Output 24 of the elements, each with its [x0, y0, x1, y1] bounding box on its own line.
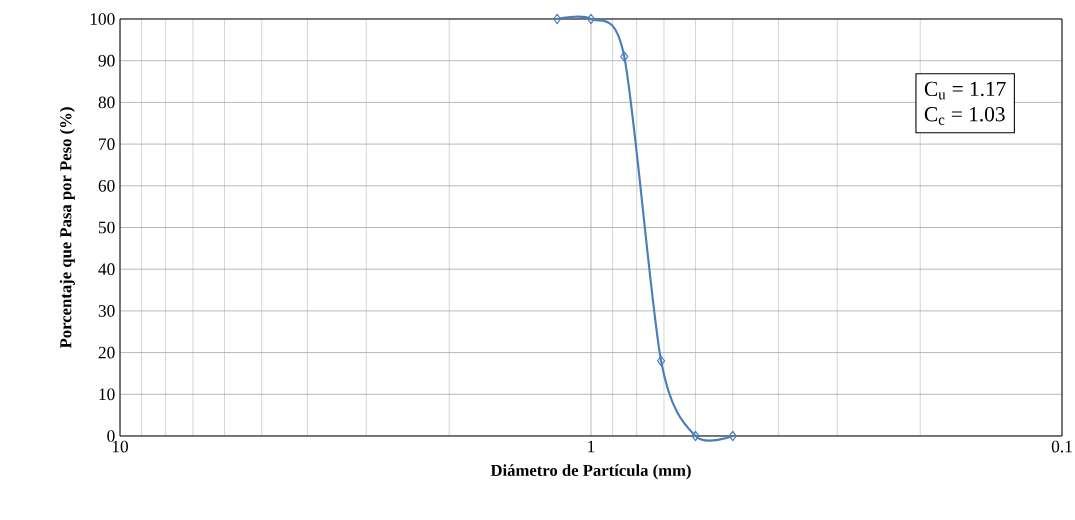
y-tick-label: 10 [99, 388, 115, 401]
annotation: C$_{c}$ = 1.03 [924, 107, 1005, 125]
point [586, 13, 596, 25]
y-tick-label: 60 [98, 179, 115, 192]
y-tick-label: 100 [90, 13, 115, 25]
y-tick-label: 70 [99, 138, 115, 150]
y-tick-label: 80 [98, 96, 115, 109]
y-tick-label: 0 [107, 430, 115, 442]
x-axis-title: Diámetro de Partícula (mm) [490, 464, 691, 480]
point [620, 51, 629, 62]
y-tick-label: 90 [98, 54, 115, 67]
annotation: C$_{u}$ = 1.17 [924, 81, 1006, 100]
point [728, 430, 737, 442]
y-tick-label: 50 [98, 221, 115, 234]
x-tick-label: 10 [112, 440, 129, 453]
point [553, 13, 562, 25]
y-tick-label: 30 [98, 305, 115, 317]
point [656, 355, 666, 367]
y-tick-label: 40 [98, 263, 115, 276]
x-tick-label: 0.1 [1051, 440, 1072, 453]
x-tick-label: 1 [588, 440, 595, 453]
y-axis-title: Porcentaje que Pasa por Peso (%) [59, 107, 75, 349]
point [691, 430, 700, 442]
y-tick-label: 20 [98, 346, 115, 359]
